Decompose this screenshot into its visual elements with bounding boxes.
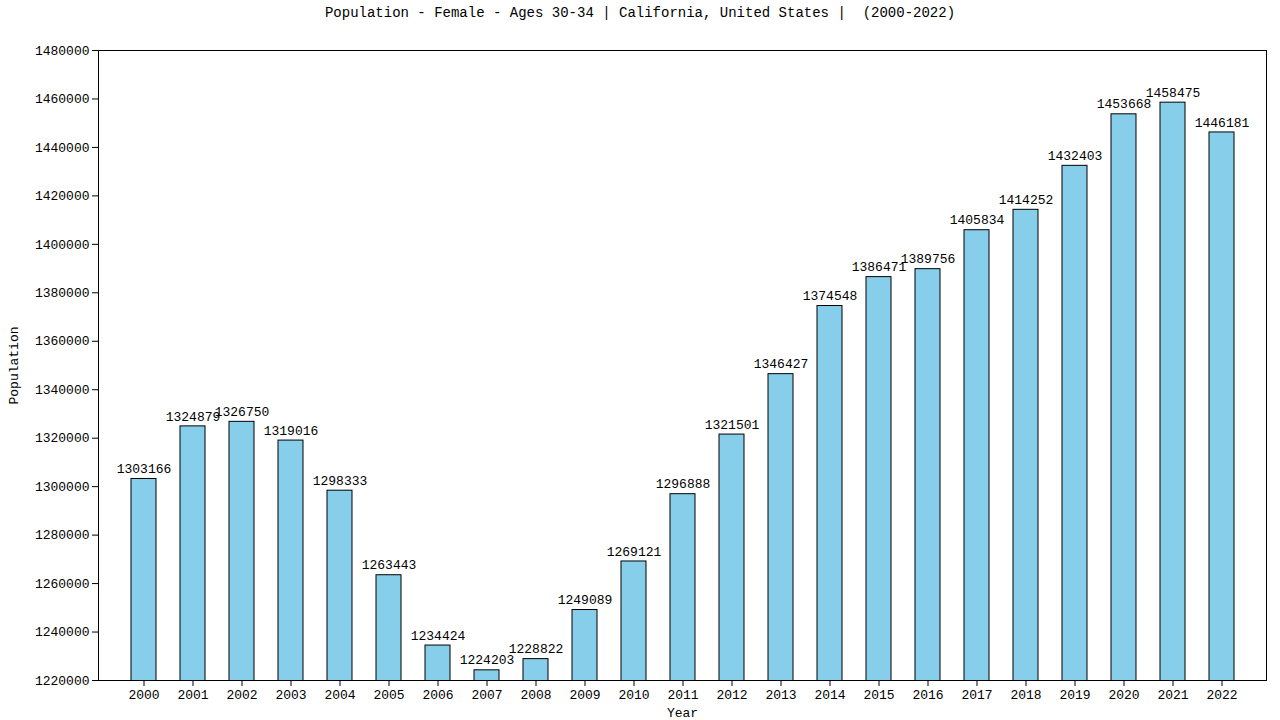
svg-text:2019: 2019 [1059,688,1090,703]
svg-text:2022: 2022 [1206,688,1237,703]
svg-text:1296888: 1296888 [656,477,711,492]
svg-text:1240000: 1240000 [35,625,90,640]
svg-text:2009: 2009 [569,688,600,703]
svg-text:1321501: 1321501 [705,418,760,433]
svg-text:1440000: 1440000 [35,141,90,156]
svg-text:1386471: 1386471 [852,260,907,275]
svg-text:1420000: 1420000 [35,189,90,204]
svg-text:1320000: 1320000 [35,431,90,446]
svg-text:1260000: 1260000 [35,577,90,592]
svg-text:1432403: 1432403 [1048,149,1103,164]
svg-text:2001: 2001 [177,688,208,703]
svg-text:2007: 2007 [471,688,502,703]
svg-text:2015: 2015 [863,688,894,703]
svg-text:2000: 2000 [128,688,159,703]
svg-text:2013: 2013 [765,688,796,703]
svg-text:1480000: 1480000 [35,44,90,59]
svg-text:2020: 2020 [1108,688,1139,703]
svg-text:1326750: 1326750 [215,405,270,420]
svg-text:1220000: 1220000 [35,674,90,689]
svg-text:1340000: 1340000 [35,383,90,398]
svg-text:1298333: 1298333 [313,474,368,489]
svg-text:Year: Year [667,706,698,720]
svg-text:2012: 2012 [716,688,747,703]
svg-text:1249089: 1249089 [558,593,613,608]
svg-text:1460000: 1460000 [35,92,90,107]
svg-text:2021: 2021 [1157,688,1188,703]
svg-text:1360000: 1360000 [35,334,90,349]
svg-text:1389756: 1389756 [901,252,956,267]
svg-text:1324879: 1324879 [166,410,221,425]
svg-text:1228822: 1228822 [509,642,564,657]
svg-text:1400000: 1400000 [35,238,90,253]
svg-text:1453668: 1453668 [1097,97,1152,112]
svg-text:1234424: 1234424 [411,629,466,644]
svg-text:1458475: 1458475 [1146,86,1201,101]
svg-text:2003: 2003 [275,688,306,703]
svg-text:Population: Population [7,326,22,404]
svg-text:1300000: 1300000 [35,480,90,495]
svg-text:1346427: 1346427 [754,357,809,372]
svg-text:1374548: 1374548 [803,289,858,304]
svg-text:2004: 2004 [324,688,355,703]
svg-text:1446181: 1446181 [1195,116,1250,131]
svg-text:2006: 2006 [422,688,453,703]
svg-text:2017: 2017 [961,688,992,703]
svg-text:2008: 2008 [520,688,551,703]
svg-text:1269121: 1269121 [607,545,662,560]
html-text:Population - Female - Ages 30-: Population - Female - Ages 30-34 | Calif… [324,5,955,21]
svg-text:2018: 2018 [1010,688,1041,703]
svg-text:1380000: 1380000 [35,286,90,301]
svg-text:2016: 2016 [912,688,943,703]
svg-text:1405834: 1405834 [950,213,1005,228]
svg-text:1319016: 1319016 [264,424,319,439]
svg-text:2002: 2002 [226,688,257,703]
svg-text:1414252: 1414252 [999,193,1054,208]
svg-text:1303166: 1303166 [117,462,172,477]
svg-text:1280000: 1280000 [35,528,90,543]
svg-text:2005: 2005 [373,688,404,703]
svg-text:1263443: 1263443 [362,558,417,573]
svg-text:2014: 2014 [814,688,845,703]
svg-text:2011: 2011 [667,688,698,703]
svg-text:1224203: 1224203 [460,653,515,668]
svg-text:2010: 2010 [618,688,649,703]
